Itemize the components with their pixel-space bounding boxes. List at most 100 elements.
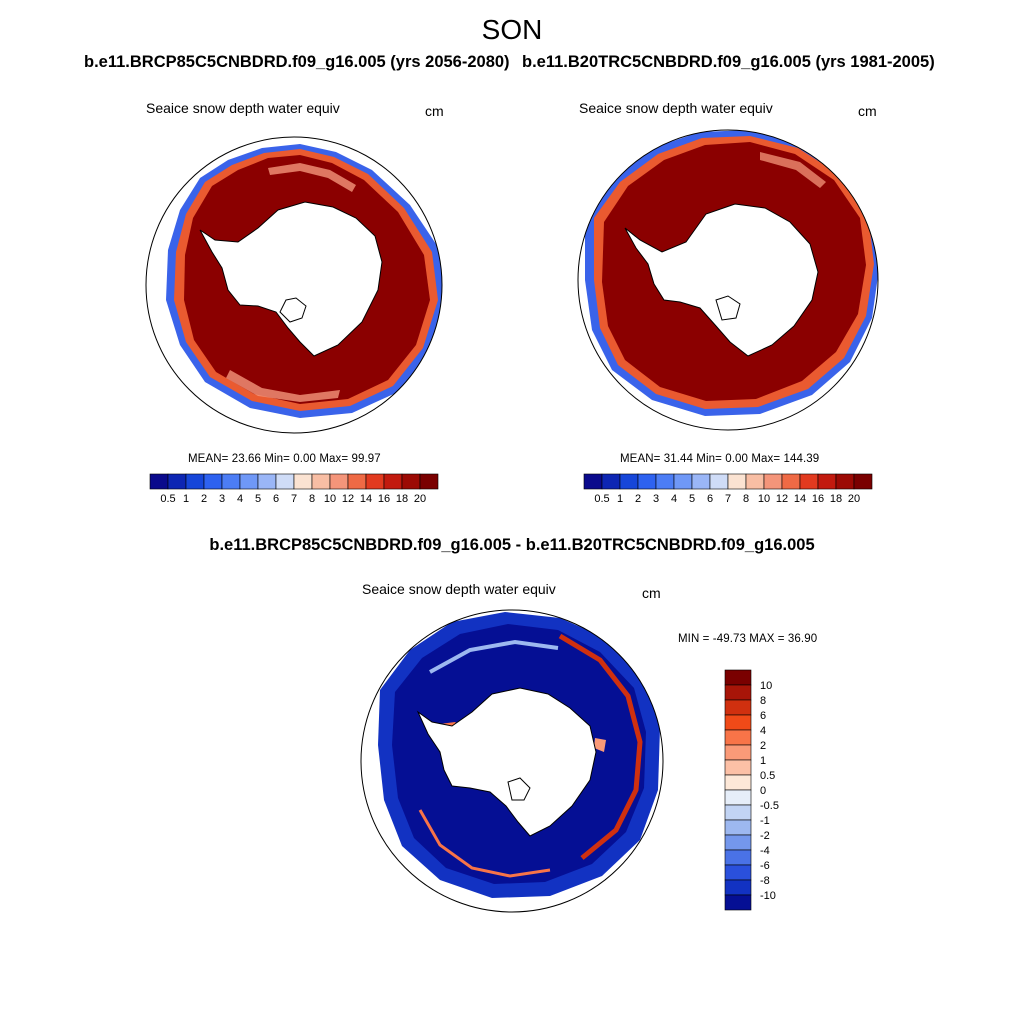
map-top-left	[145, 136, 443, 434]
colorbar-top-left-swatch	[275, 473, 295, 490]
variable-label-top-right: Seaice snow depth water equiv	[579, 100, 773, 116]
difference-title: b.e11.BRCP85C5CNBDRD.f09_g16.005 - b.e11…	[209, 536, 815, 554]
colorbar-top-right-tick-label: 3	[653, 493, 659, 505]
colorbar-top-left-swatch	[311, 473, 331, 490]
colorbar-top-left-swatch	[149, 473, 169, 490]
colorbar-top-right-swatch	[655, 473, 675, 490]
ice-streak-light	[268, 163, 356, 192]
colorbar-difference-swatch	[724, 864, 752, 881]
colorbar-top-right-swatch	[691, 473, 711, 490]
units-label-bottom: cm	[642, 585, 661, 601]
colorbar-difference-swatch	[724, 834, 752, 851]
colorbar-difference-tick-label: 0	[760, 785, 766, 797]
map-boundary	[577, 129, 879, 431]
colorbar-difference-tick-label: 10	[760, 680, 772, 692]
colorbar-top-left-tick-label: 1	[183, 493, 189, 505]
colorbar-difference-tick-label: 1	[760, 755, 766, 767]
colorbar-top-right-swatch	[763, 473, 783, 490]
colorbar-top-left-tick-label: 3	[219, 493, 225, 505]
variable-label-bottom: Seaice snow depth water equiv	[362, 581, 556, 597]
colorbar-top-right-tick-label: 6	[707, 493, 713, 505]
coastline	[507, 777, 531, 801]
units-label-top-right: cm	[858, 103, 877, 119]
colorbar-difference-tick-label: -2	[760, 830, 770, 842]
colorbar-top-right-tick-label: 5	[689, 493, 695, 505]
colorbar-difference-tick-label: -1	[760, 815, 770, 827]
colorbar-top-right-swatch	[709, 473, 729, 490]
coastline	[715, 295, 741, 321]
ice-streak-light	[760, 152, 826, 188]
colorbar-top-right-tick-label: 18	[830, 493, 842, 505]
colorbar-difference-swatch	[724, 744, 752, 761]
colorbar-top-right-tick-label: 7	[725, 493, 731, 505]
colorbar-top-right-swatch	[637, 473, 657, 490]
colorbar-top-right-swatch	[583, 473, 603, 490]
colorbar-top-right-swatch	[619, 473, 639, 490]
colorbar-top-left-swatch	[221, 473, 241, 490]
diff-positive-band	[558, 633, 643, 860]
colorbar-top-left-swatch	[347, 473, 367, 490]
colorbar-top-left-swatch	[383, 473, 403, 490]
variable-label-top-left: Seaice snow depth water equiv	[146, 100, 340, 116]
colorbar-top-left-tick-label: 8	[309, 493, 315, 505]
colorbar-top-left-tick-label: 20	[414, 493, 426, 505]
colorbar-difference-tick-label: 8	[760, 695, 766, 707]
colorbar-top-left-tick-label: 2	[201, 493, 207, 505]
colorbar-difference-swatch	[724, 759, 752, 776]
colorbar-top-left-tick-label: 0.5	[160, 493, 175, 505]
colorbar-top-left-swatch	[239, 473, 259, 490]
ice-streak-light	[226, 370, 340, 402]
colorbar-top-right-tick-label: 20	[848, 493, 860, 505]
colorbar-top-right-tick-label: 14	[794, 493, 806, 505]
map-difference	[360, 609, 664, 913]
stats-top-right: MEAN= 31.44 Min= 0.00 Max= 144.39	[620, 453, 820, 465]
colorbar-top-left-tick-label: 16	[378, 493, 390, 505]
colorbar-difference-tick-label: 0.5	[760, 770, 775, 782]
colorbar-top-left-tick-label: 12	[342, 493, 354, 505]
colorbar-difference-swatch	[724, 669, 752, 686]
colorbar-top-right-tick-label: 10	[758, 493, 770, 505]
colorbar-difference-tick-label: 2	[760, 740, 766, 752]
colorbar-difference-swatch	[724, 684, 752, 701]
colorbar-difference-swatch	[724, 699, 752, 716]
colorbar-top-left-tick-label: 10	[324, 493, 336, 505]
colorbar-top-right-swatch	[817, 473, 837, 490]
colorbar-top-right-swatch	[853, 473, 873, 490]
colorbar-top-right-tick-label: 1	[617, 493, 623, 505]
colorbar-top-right-swatch	[781, 473, 801, 490]
colorbar-top-right-tick-label: 4	[671, 493, 677, 505]
run-title-left: b.e11.BRCP85C5CNBDRD.f09_g16.005 (yrs 20…	[84, 53, 510, 71]
colorbar-top-left-swatch	[419, 473, 439, 490]
colorbar-difference-tick-label: 6	[760, 710, 766, 722]
stats-top-left: MEAN= 23.66 Min= 0.00 Max= 99.97	[188, 453, 381, 465]
colorbar-difference-tick-label: -0.5	[760, 800, 779, 812]
colorbar-difference-swatch	[724, 714, 752, 731]
diff-positive-band	[418, 809, 551, 878]
page-title: SON	[481, 14, 543, 45]
map-boundary	[360, 609, 664, 913]
colorbar-difference-swatch	[724, 849, 752, 866]
colorbar-difference-swatch	[724, 789, 752, 806]
colorbar-top-right-tick-label: 8	[743, 493, 749, 505]
colorbar-top-right-tick-label: 16	[812, 493, 824, 505]
colorbar-top-left-tick-label: 18	[396, 493, 408, 505]
colorbar-top-left-swatch	[203, 473, 223, 490]
diff-positive-patch	[594, 738, 606, 752]
diff-light-band	[429, 639, 559, 674]
colorbar-difference-tick-label: -8	[760, 875, 770, 887]
colorbar-difference-swatch	[724, 804, 752, 821]
colorbar-top-left-swatch	[167, 473, 187, 490]
colorbar-difference-tick-label: -6	[760, 860, 770, 872]
colorbar-top-left-swatch	[329, 473, 349, 490]
colorbar-top-right-tick-label: 2	[635, 493, 641, 505]
colorbar-top-right: 0.5 1 2 3 4 5 6 7 8 10 12 14 16 18 20	[583, 473, 873, 505]
colorbar-difference-tick-label: -4	[760, 845, 770, 857]
map-boundary	[145, 136, 443, 434]
colorbar-difference-swatch	[724, 729, 752, 746]
units-label-top-left: cm	[425, 103, 444, 119]
colorbar-difference-swatch	[724, 879, 752, 896]
colorbar-top-left-swatch	[185, 473, 205, 490]
colorbar-top-left-swatch	[257, 473, 277, 490]
colorbar-difference-swatch	[724, 774, 752, 791]
colorbar-top-right-swatch	[601, 473, 621, 490]
